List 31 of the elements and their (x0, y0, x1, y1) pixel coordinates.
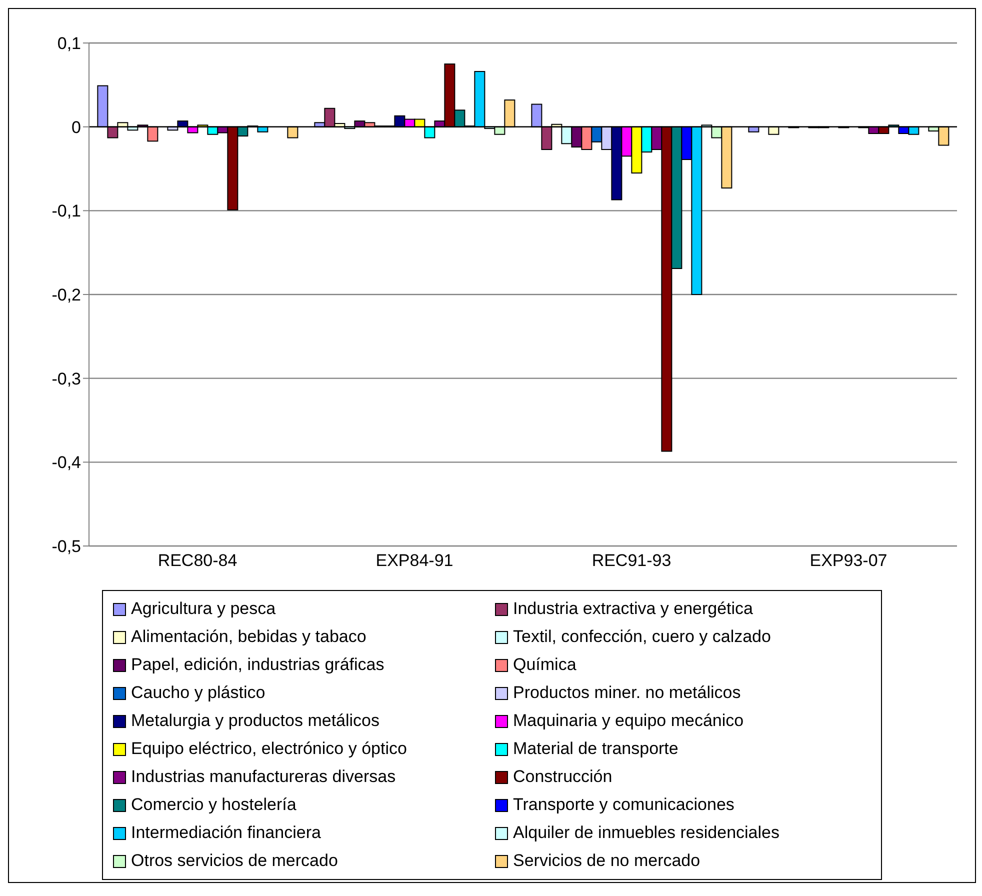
legend-label: Alquiler de inmuebles residenciales (513, 823, 780, 843)
legend-label: Alimentación, bebidas y tabaco (131, 627, 366, 647)
legend-label: Equipo eléctrico, electrónico y óptico (131, 739, 407, 759)
y-tick-label: -0,4 (52, 453, 81, 472)
x-tick-label: EXP93-07 (810, 551, 888, 570)
legend-label: Textil, confección, cuero y calzado (513, 627, 771, 647)
legend-label: Intermediación financiera (131, 823, 321, 843)
legend-label: Material de transporte (513, 739, 678, 759)
legend-label: Metalurgia y productos metálicos (131, 711, 380, 731)
legend-label: Comercio y hostelería (131, 795, 296, 815)
legend-label: Agricultura y pesca (131, 599, 276, 619)
y-tick-label: -0,5 (52, 537, 81, 556)
legend-label: Química (513, 655, 576, 675)
x-tick-label: EXP84-91 (376, 551, 454, 570)
legend-label: Industria extractiva y energética (513, 599, 754, 619)
y-tick-label: -0,3 (52, 369, 81, 388)
x-tick-label: REC80-84 (158, 551, 238, 570)
x-tick-label: REC91-93 (592, 551, 672, 570)
legend-label: Caucho y plástico (131, 683, 266, 703)
y-tick-label: 0 (72, 118, 81, 137)
legend-label: Productos miner. no metálicos (513, 683, 741, 703)
legend-label: Transporte y comunicaciones (513, 795, 734, 815)
legend-label: Industrias manufactureras diversas (131, 767, 396, 787)
y-tick-label: -0,1 (52, 202, 81, 221)
y-tick-label: 0,1 (57, 34, 81, 54)
legend-label: Servicios de no mercado (513, 851, 700, 871)
legend-label: Maquinaria y equipo mecánico (513, 711, 744, 731)
legend-label: Otros servicios de mercado (131, 851, 338, 871)
legend-label: Papel, edición, industrias gráficas (131, 655, 384, 675)
y-tick-label: -0,2 (52, 286, 81, 305)
legend-label: Construcción (513, 767, 612, 787)
